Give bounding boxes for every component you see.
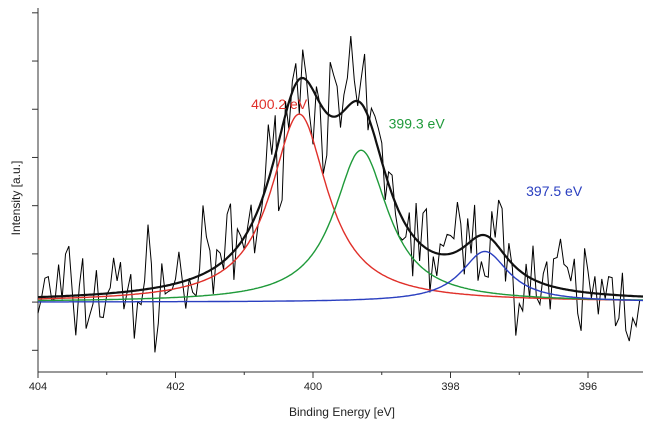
peak-annotation-2: 399.3 eV [389,116,446,132]
component-line-1 [38,113,643,301]
x-axis-label: Binding Energy [eV] [289,405,395,419]
x-tick-label: 398 [441,381,459,393]
component-line-2 [38,149,643,302]
tick-group: 404 402 400 398 396 [29,12,597,393]
x-tick-label: 404 [29,381,47,393]
component-line-3 [38,250,644,303]
series-group [37,36,644,353]
annotation-group: 400.2 eV 399.3 eV 397.5 eV [251,96,583,199]
x-tick-label: 402 [166,381,184,393]
peak-annotation-1: 400.2 eV [251,96,308,112]
peak-annotation-3: 397.5 eV [526,183,583,199]
x-tick-label: 400 [304,381,322,393]
x-tick-label: 396 [579,381,597,393]
y-axis-label: Intensity [a.u.] [9,161,23,236]
envelope-line [38,76,643,299]
